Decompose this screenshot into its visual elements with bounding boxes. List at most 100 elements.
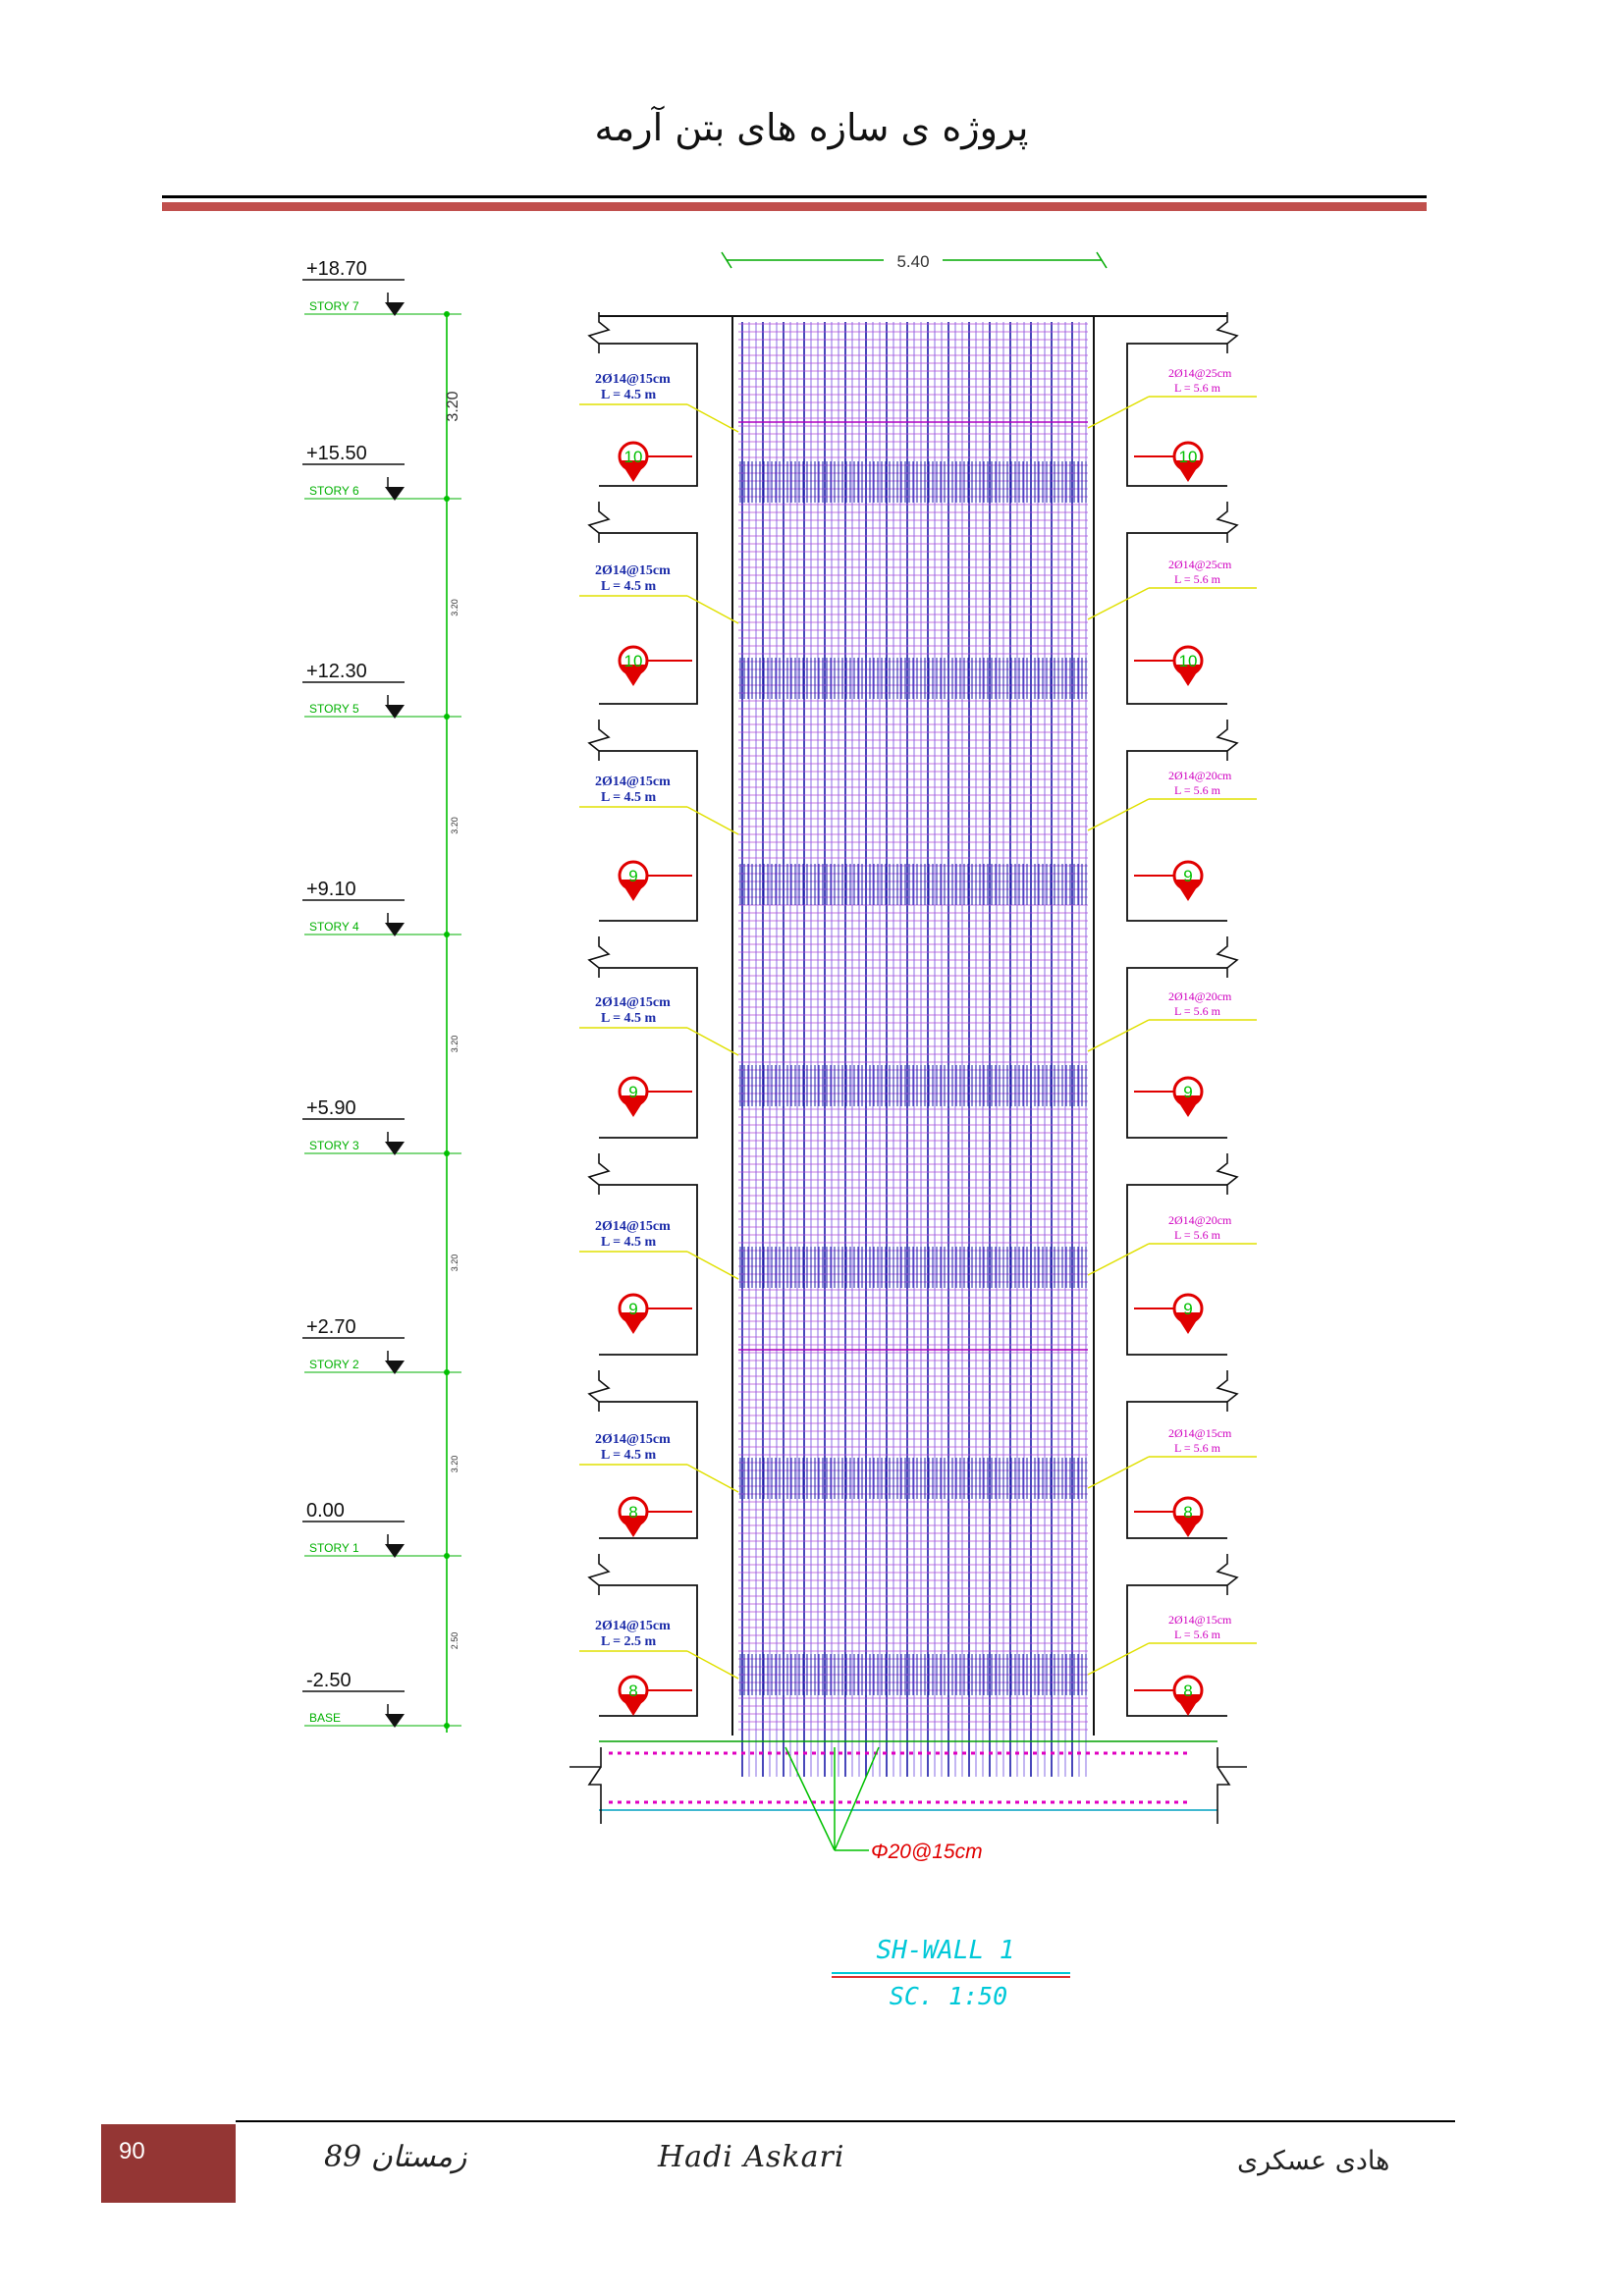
leader [1087, 396, 1150, 429]
beam-stub-right [1126, 1401, 1227, 1539]
dimension-node [444, 1723, 450, 1729]
leader [686, 1650, 739, 1680]
left-rebar-spec: 2Ø14@15cm [595, 1219, 671, 1234]
beam-stub-left [599, 532, 698, 705]
story-label: STORY 1 [309, 1541, 359, 1555]
section-mark-number: 10 [1179, 448, 1198, 466]
level-elevation: +15.50 [306, 443, 367, 464]
leader [1087, 798, 1150, 831]
dimension-node [444, 1553, 450, 1559]
section-arrow-icon [1174, 1694, 1202, 1716]
break-mark-left [587, 502, 611, 543]
section-mark-number: 8 [628, 1503, 637, 1522]
level-elevation: +5.90 [306, 1097, 356, 1119]
right-rebar-length: L = 5.6 m [1174, 572, 1221, 586]
section-arrow-icon [620, 1312, 647, 1334]
section-mark-number: 10 [624, 652, 643, 670]
leader [686, 595, 739, 624]
section-arrow-icon [1174, 1095, 1202, 1117]
left-rebar-length: L = 4.5 m [601, 579, 657, 594]
leader [1087, 1019, 1150, 1052]
width-dim-label: 5.40 [896, 252, 929, 271]
left-rebar-spec: 2Ø14@15cm [595, 995, 671, 1010]
break-mark-right [1216, 1370, 1239, 1412]
dowel-callout: Φ20@15cm [784, 1746, 983, 1863]
dimension-node [444, 714, 450, 720]
left-rebar-spec: 2Ø14@15cm [595, 563, 671, 578]
beam-stub-left [599, 1401, 698, 1539]
level-triangle-icon [385, 1544, 405, 1558]
section-mark-number: 9 [1183, 1300, 1192, 1318]
story-label: STORY 7 [309, 299, 359, 313]
right-rebar-spec: 2Ø14@15cm [1168, 1426, 1232, 1440]
left-rebar-spec: 2Ø14@15cm [595, 1432, 671, 1447]
leader [1087, 1642, 1150, 1676]
footer-author-fa: هادی عسکری [1237, 2146, 1390, 2176]
section-arrow-icon [1174, 460, 1202, 482]
level-triangle-icon [385, 1714, 405, 1728]
wall-title-block: SH-WALL 1 SC. 1:50 [832, 1936, 1070, 2010]
footer-author-en: Hadi Askari [658, 2140, 845, 2174]
section-mark-number: 9 [1183, 1083, 1192, 1101]
section-arrow-icon [620, 460, 647, 482]
right-rebar-length: L = 5.6 m [1174, 1628, 1221, 1641]
beam-stub-right [1126, 532, 1227, 705]
break-mark-left [587, 720, 611, 761]
dimension-node [444, 932, 450, 937]
section-mark-number: 8 [1183, 1682, 1192, 1700]
level-triangle-icon [385, 487, 405, 501]
level-elevation: 0.00 [306, 1500, 345, 1522]
story-height-label: 3.20 [445, 391, 461, 421]
right-rebar-length: L = 5.6 m [1174, 1004, 1221, 1018]
level-triangle-icon [385, 923, 405, 936]
wall-reinforcement-mesh [738, 322, 1088, 1777]
dowel-label: Φ20@15cm [871, 1841, 983, 1863]
wall-scale: SC. 1:50 [890, 1982, 1007, 2010]
break-mark-left [587, 1370, 611, 1412]
right-rebar-length: L = 5.6 m [1174, 783, 1221, 797]
beam-stub-left [599, 967, 698, 1139]
width-dimension: 5.40 [721, 251, 1108, 271]
break-mark-right [1216, 1554, 1239, 1595]
wall-outline [569, 312, 1247, 1824]
footer-date: زمستان 89 [324, 2140, 467, 2174]
section-mark-number: 9 [1183, 867, 1192, 885]
beam-stub-left [599, 1584, 698, 1717]
level-markers: +18.70 STORY 7 +15.50 STORY 6 +12.30 STORY 5 +… [302, 258, 461, 1733]
story-label: STORY 4 [309, 920, 359, 934]
left-rebar-length: L = 2.5 m [601, 1634, 657, 1649]
section-arrow-icon [1174, 1516, 1202, 1537]
story-label: STORY 2 [309, 1358, 359, 1371]
beam-stub-left [599, 1184, 698, 1356]
right-rebar-length: L = 5.6 m [1174, 1228, 1221, 1242]
beam-stub-right [1126, 750, 1227, 922]
header-rule-thin [162, 195, 1427, 198]
section-arrow-icon [620, 1095, 647, 1117]
level-triangle-icon [385, 705, 405, 719]
beam-stub-right [1126, 1584, 1227, 1717]
leader [686, 806, 739, 835]
section-mark-number: 9 [628, 1083, 637, 1101]
break-mark-right [1216, 720, 1239, 761]
level-triangle-icon [385, 1361, 405, 1374]
level-elevation: +12.30 [306, 661, 367, 682]
left-rebar-spec: 2Ø14@15cm [595, 372, 671, 387]
level-triangle-icon [385, 302, 405, 316]
level-triangle-icon [385, 1142, 405, 1155]
dimension-node [444, 311, 450, 317]
right-rebar-spec: 2Ø14@15cm [1168, 1613, 1232, 1627]
beam-stub-right [1126, 967, 1227, 1139]
section-arrow-icon [620, 1694, 647, 1716]
left-rebar-length: L = 4.5 m [601, 1011, 657, 1026]
footing-break-right [1217, 1747, 1247, 1824]
wall-name: SH-WALL 1 [877, 1936, 1015, 1965]
level-elevation: +18.70 [306, 258, 367, 280]
right-rebar-spec: 2Ø14@20cm [1168, 769, 1232, 782]
left-rebar-spec: 2Ø14@15cm [595, 774, 671, 789]
page-number-box: 90 [101, 2124, 236, 2203]
story-label: BASE [309, 1711, 341, 1725]
leader [1087, 1456, 1150, 1489]
beam-stub-right [1126, 1184, 1227, 1356]
page-title: پروژه ی سازه های بتن آرمه [594, 106, 1029, 149]
